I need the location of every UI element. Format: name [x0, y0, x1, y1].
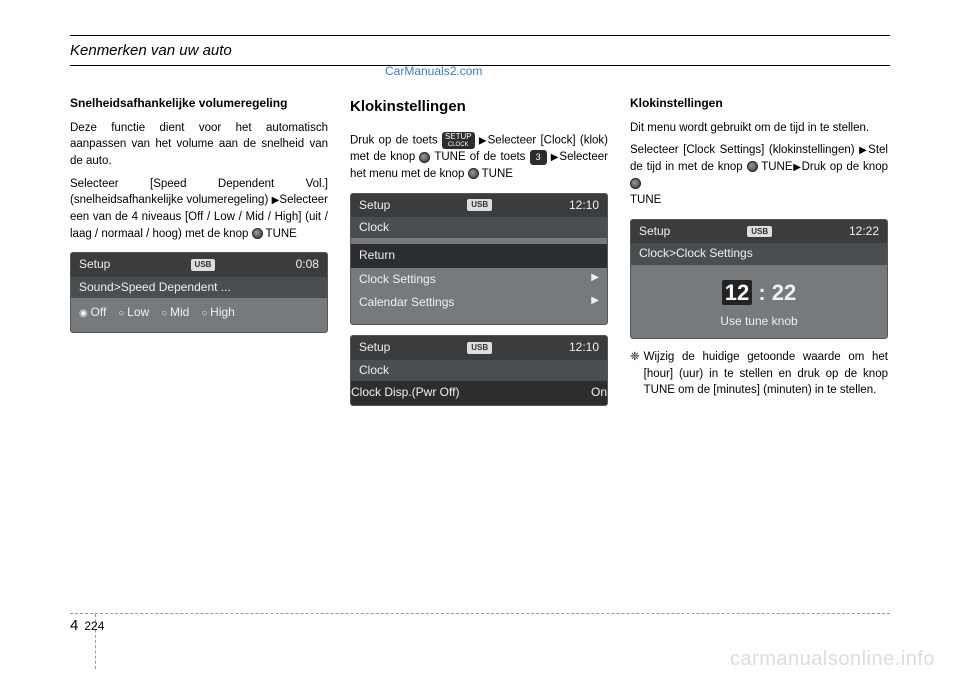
usb-badge: USB — [467, 199, 492, 211]
screen-time: 12:22 — [849, 223, 879, 240]
page-header: Kenmerken van uw auto — [70, 40, 890, 65]
column-right: Klokinstellingen Dit menu wordt gebruikt… — [630, 96, 888, 416]
clock-menu-screen: Setup USB 12:10 Clock Return Clock Setti… — [350, 193, 608, 326]
clock-colon: : — [752, 280, 772, 305]
chevron-right-icon: ▶ — [591, 271, 599, 288]
watermark-bottom: carmanualsonline.info — [730, 648, 935, 671]
col2-p1c: TUNE of de toets — [430, 151, 529, 163]
menu-calendar-settings: Calendar Settings — [359, 294, 454, 311]
screen-time: 12:10 — [569, 339, 599, 356]
preset-3-button: 3 — [530, 150, 547, 165]
col2-section: Klokinstellingen — [350, 96, 608, 118]
screen-time: 12:10 — [569, 197, 599, 214]
page-number: 224 — [84, 619, 104, 633]
screen-setup-label: Setup — [639, 223, 670, 240]
column-left: Snelheidsafhankelijke volumeregeling Dez… — [70, 96, 328, 416]
opt-low: Low — [118, 304, 149, 322]
clock-instruction: Use tune knob — [631, 313, 887, 330]
arrow-icon: ▶ — [793, 162, 802, 173]
col3-p2a: Selecteer [Clock Settings] (klokinstelli… — [630, 144, 859, 156]
column-middle: Klokinstellingen Druk op de toets SETUPC… — [350, 96, 608, 416]
clock-settings-screen: Setup USB 12:22 Clock>Clock Settings 12 … — [630, 219, 888, 339]
screen-setup-label: Setup — [359, 339, 390, 356]
tune-knob-icon — [630, 178, 641, 189]
note-marker-icon: ❈ — [630, 349, 640, 399]
col2-p1e: TUNE — [479, 168, 513, 180]
col3-subhead: Klokinstellingen — [630, 96, 888, 112]
opt-mid: Mid — [161, 304, 189, 322]
tune-knob-icon — [747, 161, 758, 172]
col3-p2d: Druk op de knop — [802, 161, 888, 173]
clock-hour: 12 — [722, 280, 752, 305]
screen-setup-label: Setup — [359, 197, 390, 214]
screen-time: 0:08 — [296, 256, 319, 273]
col2-p1a: Druk op de toets — [350, 134, 442, 146]
arrow-icon: ▶ — [479, 135, 488, 146]
opt-off: Off — [79, 304, 106, 322]
clock-minute: 22 — [772, 280, 796, 305]
arrow-icon: ▶ — [859, 145, 868, 156]
col1-p1: Deze functie dient voor het automatisch … — [70, 120, 328, 170]
col1-p2c: TUNE — [263, 228, 297, 240]
col3-p2: Selecteer [Clock Settings] (klokinstelli… — [630, 142, 888, 192]
screen-breadcrumb: Clock>Clock Settings — [631, 243, 887, 264]
speed-dependent-screen: Setup USB 0:08 Sound>Speed Dependent ...… — [70, 252, 328, 332]
clock-disp-screen: Setup USB 12:10 Clock Clock Disp.(Pwr Of… — [350, 335, 608, 405]
menu-clock-disp: Clock Disp.(Pwr Off) — [351, 384, 459, 401]
menu-return: Return — [359, 247, 395, 264]
footer-divider — [70, 613, 890, 614]
usb-badge: USB — [467, 342, 492, 354]
tune-knob-icon — [419, 152, 430, 163]
col3-note: Wijzig de huidige getoonde waarde om het… — [644, 349, 888, 399]
col1-subhead: Snelheidsafhankelijke volumeregeling — [70, 96, 328, 112]
opt-high: High — [201, 304, 235, 322]
col3-p2e: TUNE — [630, 192, 888, 209]
watermark-top: CarManuals2.com — [385, 64, 482, 78]
usb-badge: USB — [191, 259, 216, 271]
col1-p2: Selecteer [Speed Dependent Vol.] (snelhe… — [70, 176, 328, 243]
chapter-number: 4 — [70, 617, 78, 634]
menu-clock-settings: Clock Settings — [359, 271, 436, 288]
screen-setup-label: Setup — [79, 256, 110, 273]
col3-p1: Dit menu wordt gebruikt om de tijd in te… — [630, 120, 888, 137]
chevron-right-icon: ▶ — [591, 294, 599, 311]
usb-badge: USB — [747, 226, 772, 238]
screen-breadcrumb: Clock — [351, 360, 607, 381]
tune-knob-icon — [252, 228, 263, 239]
screen-breadcrumb: Clock — [351, 217, 607, 238]
tune-knob-icon — [468, 168, 479, 179]
col3-p2c: TUNE — [758, 161, 793, 173]
page-footer: 4 224 — [70, 617, 104, 634]
setup-clock-button: SETUPCLOCK — [442, 132, 475, 149]
col2-p1: Druk op de toets SETUPCLOCK ▶Selecteer [… — [350, 132, 608, 183]
menu-clock-disp-val: On — [591, 384, 607, 401]
screen-breadcrumb: Sound>Speed Dependent ... — [71, 277, 327, 298]
